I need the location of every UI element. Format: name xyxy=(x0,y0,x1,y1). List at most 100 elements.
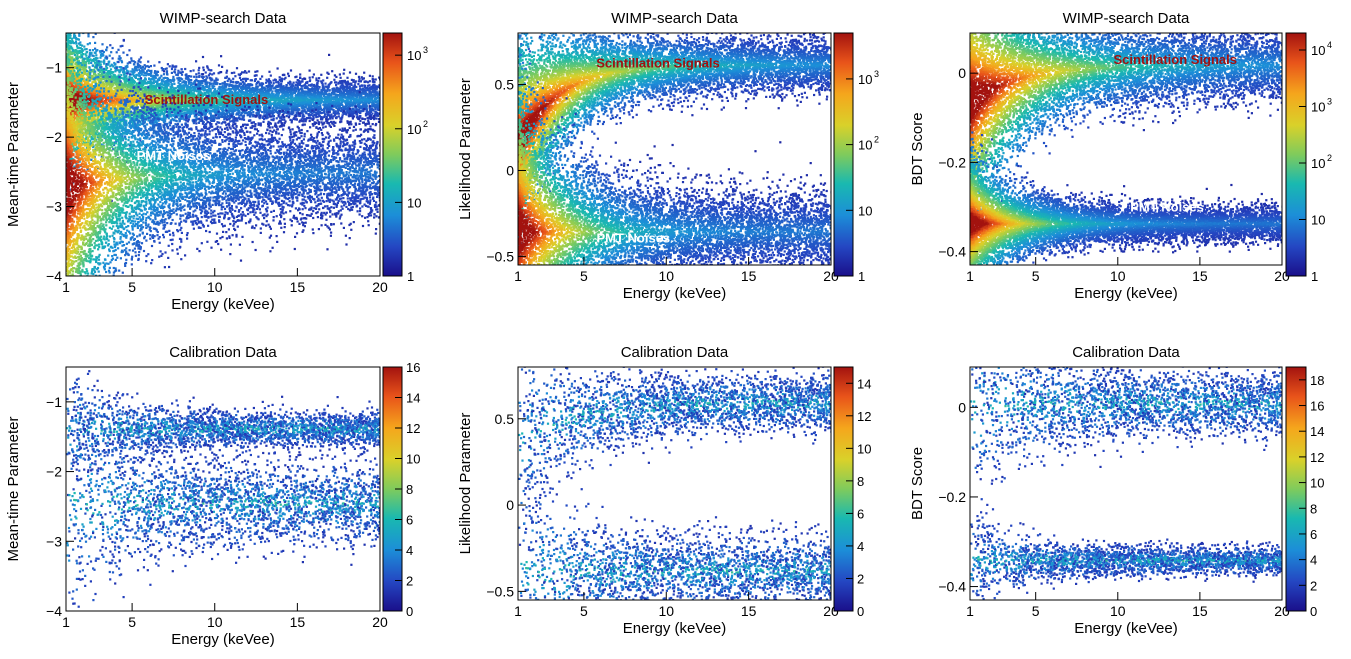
annotation-label: Scintillation Signals xyxy=(1113,52,1237,67)
x-tick-label: 10 xyxy=(207,279,223,295)
y-tick-label: −0.2 xyxy=(938,489,966,505)
x-axis-label: Energy (keVee) xyxy=(623,620,726,637)
y-axis-label: Likelihood Parameter xyxy=(457,413,474,555)
x-tick-label: 5 xyxy=(1032,268,1040,284)
colorbar-tick-label: 10 xyxy=(406,452,420,467)
y-tick-label: 0 xyxy=(506,162,514,178)
y-tick-label: −0.5 xyxy=(486,248,514,264)
x-tick-label: 15 xyxy=(741,603,757,619)
colorbar-tick-label: 0 xyxy=(406,604,413,619)
colorbar-tick-label: 10 xyxy=(1310,476,1324,491)
colorbar-tick-label: 14 xyxy=(406,391,420,406)
colorbar-tick-label: 12 xyxy=(1310,450,1324,465)
colorbar-tick-label: 8 xyxy=(406,482,413,497)
y-tick-label: −4 xyxy=(46,268,62,284)
x-tick-label: 15 xyxy=(741,268,757,284)
colorbar-tick-label: 10 xyxy=(858,203,872,218)
y-axis-label: BDT Score xyxy=(909,112,926,185)
x-tick-label: 15 xyxy=(1192,268,1208,284)
colorbar-tick-exponent: 4 xyxy=(1327,40,1332,50)
x-tick-label: 15 xyxy=(290,279,306,295)
colorbar-tick-label: 12 xyxy=(406,421,420,436)
chart-title: WIMP-search Data xyxy=(611,10,738,27)
annotation-label: Scintillation Signals xyxy=(596,55,720,70)
x-tick-label: 10 xyxy=(658,268,674,284)
x-tick-label: 15 xyxy=(1192,603,1208,619)
colorbar-tick-label: 14 xyxy=(857,376,871,391)
colorbar-tick-exponent: 2 xyxy=(874,135,879,145)
colorbar xyxy=(834,367,853,611)
x-tick-label: 5 xyxy=(128,279,136,295)
annotation-label: PMT Noises xyxy=(1130,199,1204,214)
colorbar-tick-label: 4 xyxy=(406,543,413,558)
y-axis-label: Likelihood Parameter xyxy=(457,78,474,220)
x-axis-label: Energy (keVee) xyxy=(1074,620,1177,637)
y-tick-label: 0.5 xyxy=(495,411,515,427)
y-tick-label: −0.4 xyxy=(938,579,966,595)
colorbar xyxy=(1286,367,1306,611)
colorbar-tick-label: 10 xyxy=(407,48,421,63)
y-axis-label: BDT Score xyxy=(909,447,926,520)
colorbar-tick-label: 6 xyxy=(1310,527,1317,542)
annotation-label: PMT Noises xyxy=(596,231,670,246)
x-tick-label: 1 xyxy=(62,279,70,295)
colorbar-tick-label: 2 xyxy=(857,571,864,586)
colorbar-tick-label: 10 xyxy=(1311,156,1325,171)
colorbar-tick-label: 16 xyxy=(1310,399,1324,414)
y-axis-label: Mean-time Parameter xyxy=(5,82,22,227)
y-tick-label: −0.2 xyxy=(938,154,966,170)
colorbar-tick-label: 16 xyxy=(406,360,420,375)
colorbar-tick-label: 0 xyxy=(857,604,864,619)
x-tick-label: 1 xyxy=(514,603,522,619)
x-tick-label: 1 xyxy=(966,268,974,284)
x-tick-label: 5 xyxy=(1032,603,1040,619)
x-tick-label: 10 xyxy=(207,614,223,630)
colorbar-tick-exponent: 3 xyxy=(874,69,879,79)
colorbar-tick-label: 6 xyxy=(857,506,864,521)
colorbar-tick-exponent: 3 xyxy=(1327,97,1332,107)
y-tick-label: −3 xyxy=(46,533,62,549)
x-axis-label: Energy (keVee) xyxy=(1074,285,1177,302)
colorbar-tick-exponent: 2 xyxy=(1327,153,1332,163)
plot-frame xyxy=(66,367,380,611)
colorbar-tick-exponent: 2 xyxy=(423,119,428,129)
y-tick-label: 0 xyxy=(506,497,514,513)
colorbar-tick-label: 8 xyxy=(857,474,864,489)
y-tick-label: −1 xyxy=(46,60,62,76)
x-tick-label: 20 xyxy=(372,279,388,295)
annotation-label: Scintillation Signals xyxy=(145,92,269,107)
x-tick-label: 10 xyxy=(1110,603,1126,619)
colorbar xyxy=(1286,33,1306,276)
chart-title: WIMP-search Data xyxy=(160,10,287,27)
colorbar-tick-label: 12 xyxy=(857,409,871,424)
colorbar-tick-label: 10 xyxy=(857,441,871,456)
x-tick-label: 1 xyxy=(514,268,522,284)
colorbar-tick-label: 10 xyxy=(1311,213,1325,228)
annotation-label: PMT Noises xyxy=(137,148,211,163)
colorbar-tick-label: 10 xyxy=(858,72,872,87)
y-tick-label: −1 xyxy=(46,394,62,410)
colorbar-tick-exponent: 3 xyxy=(423,45,428,55)
x-axis-label: Energy (keVee) xyxy=(623,285,726,302)
colorbar-tick-label: 10 xyxy=(858,138,872,153)
colorbar-tick-label: 10 xyxy=(1311,100,1325,115)
chart-title: Calibration Data xyxy=(1072,344,1180,361)
colorbar-tick-label: 4 xyxy=(1310,553,1317,568)
y-tick-label: −2 xyxy=(46,129,62,145)
y-tick-label: −3 xyxy=(46,199,62,215)
x-tick-label: 5 xyxy=(580,603,588,619)
heatmap-cells xyxy=(66,341,382,655)
x-axis-label: Energy (keVee) xyxy=(171,296,274,313)
colorbar-tick-label: 1 xyxy=(1311,269,1318,284)
colorbar-tick-label: 1 xyxy=(407,269,414,284)
colorbar-tick-label: 14 xyxy=(1310,424,1324,439)
y-tick-label: −0.4 xyxy=(938,244,966,260)
